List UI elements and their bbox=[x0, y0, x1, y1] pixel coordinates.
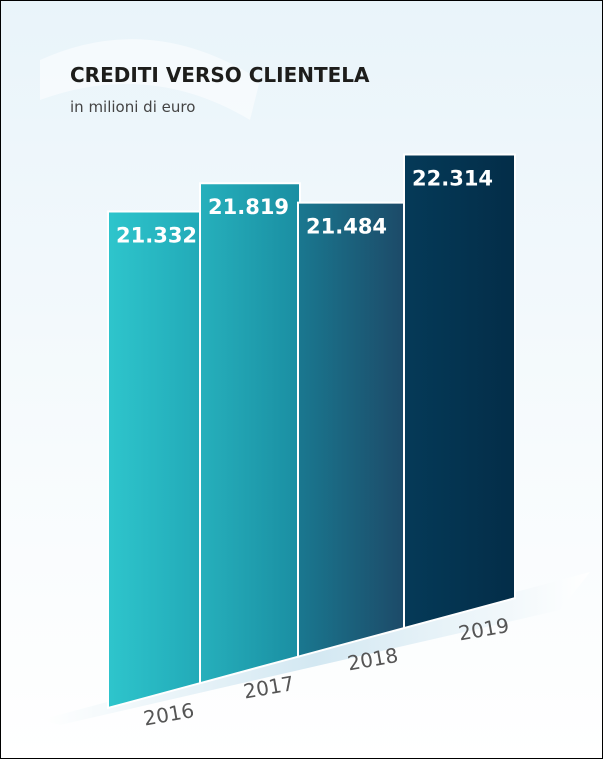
value-label: 21.819 bbox=[208, 195, 289, 219]
chart-subtitle: in milioni di euro bbox=[70, 98, 195, 116]
value-label: 21.484 bbox=[306, 215, 387, 239]
bar bbox=[403, 153, 516, 630]
value-label: 22.314 bbox=[412, 166, 493, 190]
value-label: 21.332 bbox=[116, 223, 197, 247]
watermark bbox=[40, 39, 260, 120]
bar bbox=[107, 210, 201, 710]
bar bbox=[297, 201, 405, 659]
chart-title: CREDITI VERSO CLIENTELA bbox=[70, 63, 370, 87]
bar bbox=[199, 182, 301, 685]
